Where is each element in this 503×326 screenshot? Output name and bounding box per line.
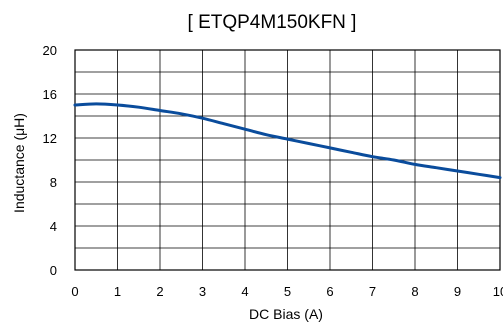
x-tick-label: 2 [156,284,163,299]
x-tick-label: 3 [199,284,206,299]
x-tick-label: 5 [284,284,291,299]
y-tick-label: 8 [50,175,57,190]
x-tick-label: 8 [411,284,418,299]
y-tick-label: 16 [43,87,57,102]
series-layer [73,102,502,180]
y-tick-label: 4 [50,219,57,234]
plot-frame [74,49,501,271]
x-tick-label: 10 [493,284,503,299]
x-tick-label: 7 [369,284,376,299]
y-tick-label: 12 [43,131,57,146]
inductance-curve [73,102,502,180]
y-tick-label: 20 [43,43,57,58]
plot-border [74,49,501,271]
y-tick-labels: 0 4 8 12 16 20 [43,43,57,278]
x-tick-label: 9 [454,284,461,299]
x-tick-labels: 0 1 2 3 4 5 6 7 8 9 10 [71,284,503,299]
grid [75,50,500,270]
x-tick-label: 1 [114,284,121,299]
y-axis-label: Inductance (μH) [11,113,27,213]
x-tick-label: 4 [241,284,248,299]
x-axis-label: DC Bias (A) [249,306,323,322]
x-tick-label: 6 [326,284,333,299]
chart-title: [ ETQP4M150KFN ] [188,12,357,33]
x-tick-label: 0 [71,284,78,299]
y-tick-label: 0 [50,263,57,278]
